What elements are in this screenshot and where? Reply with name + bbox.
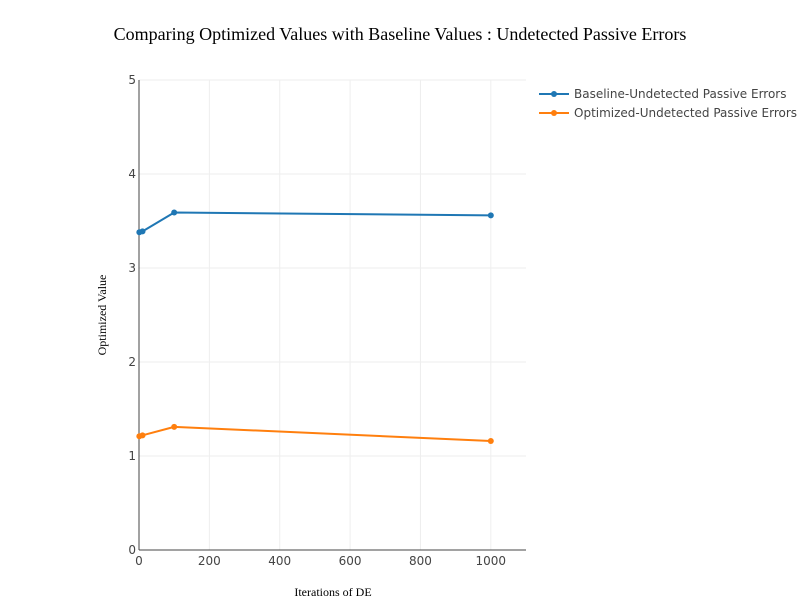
chart-title: Comparing Optimized Values with Baseline… [114, 24, 687, 44]
legend-item[interactable]: Baseline-Undetected Passive Errors [539, 87, 787, 101]
y-tick-label: 0 [128, 543, 136, 557]
legend-marker [551, 110, 557, 116]
legend-item[interactable]: Optimized-Undetected Passive Errors [539, 106, 797, 120]
series-2 [136, 423, 494, 444]
legend-label: Baseline-Undetected Passive Errors [574, 87, 787, 101]
legend[interactable]: Baseline-Undetected Passive Errors Optimi… [539, 87, 797, 120]
series-line [139, 425, 491, 442]
legend-marker [551, 91, 557, 97]
x-axis-title: Iterations of DE [294, 585, 371, 599]
y-tick-label: 5 [128, 73, 136, 87]
data-point[interactable] [139, 228, 146, 235]
x-tick-label: 600 [339, 554, 362, 568]
data-point[interactable] [139, 432, 146, 439]
axes [138, 80, 526, 551]
y-tick-label: 3 [128, 261, 136, 275]
y-tick-label: 1 [128, 449, 136, 463]
x-tick-label: 1000 [476, 554, 507, 568]
x-tick-label: 400 [268, 554, 291, 568]
y-axis-title: Optimized Value [95, 275, 109, 356]
x-tick-labels: 0 200 400 600 800 1000 [135, 554, 506, 568]
grid [139, 79, 526, 550]
series-line [139, 211, 491, 234]
y-tick-label: 2 [128, 355, 136, 369]
data-point[interactable] [487, 437, 494, 444]
data-point[interactable] [171, 209, 178, 216]
series-1 [136, 209, 494, 236]
series [136, 209, 494, 444]
x-tick-label: 800 [409, 554, 432, 568]
x-tick-label: 0 [135, 554, 143, 568]
y-tick-label: 4 [128, 167, 136, 181]
data-point[interactable] [171, 423, 178, 430]
legend-label: Optimized-Undetected Passive Errors [574, 106, 797, 120]
data-point[interactable] [487, 212, 494, 219]
x-tick-label: 200 [198, 554, 221, 568]
y-tick-labels: 0 1 2 3 4 5 [128, 73, 136, 557]
